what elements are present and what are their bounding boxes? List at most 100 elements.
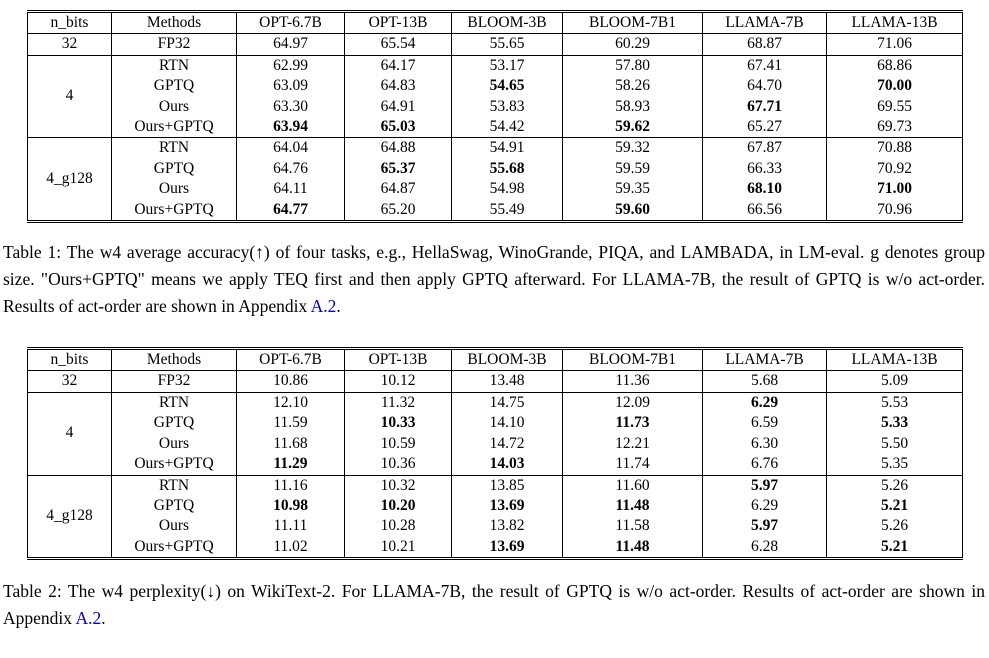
nbits-cell: 32: [27, 370, 112, 393]
column-header: BLOOM-3B: [451, 348, 563, 371]
value-cell: 10.21: [344, 536, 452, 559]
value-cell: 58.93: [562, 96, 703, 118]
table-row: Ours 11.11 10.28 13.82 11.58 5.97 5.26: [28, 516, 963, 537]
value-cell: 11.11: [236, 516, 345, 537]
value-cell: 64.88: [344, 137, 452, 159]
method-cell: Ours: [111, 516, 237, 537]
value-cell: 5.97: [702, 475, 827, 496]
table2-wrap: n_bits Methods OPT-6.7B OPT-13B BLOOM-3B BLOO…: [0, 347, 989, 561]
value-cell: 68.86: [826, 55, 963, 77]
column-header: LLAMA-7B: [702, 348, 827, 371]
value-cell: 54.42: [451, 117, 563, 138]
column-header: BLOOM-7B1: [562, 348, 703, 371]
value-cell: 63.94: [236, 117, 345, 138]
value-cell: 11.48: [562, 536, 703, 559]
value-cell: 10.32: [344, 475, 452, 496]
value-cell: 5.97: [702, 516, 827, 537]
value-cell: 64.77: [236, 199, 345, 222]
value-cell: 14.75: [451, 392, 563, 414]
value-cell: 13.48: [451, 370, 563, 393]
appendix-link[interactable]: A.2: [75, 608, 102, 629]
value-cell: 12.09: [562, 392, 703, 414]
table-row: 4_g128 RTN 64.04 64.88 54.91 59.32 67.87 70.88: [27, 137, 963, 222]
value-cell: 6.76: [702, 454, 827, 475]
method-cell: Ours+GPTQ: [111, 536, 237, 559]
value-cell: 64.11: [236, 179, 345, 200]
table-row: GPTQ 11.59 10.33 14.10 11.73 6.59 5.33: [28, 413, 963, 434]
value-cell: 65.20: [344, 199, 452, 222]
value-cell: 11.74: [562, 454, 703, 475]
table2-caption: Table 2: The w4 perplexity(↓) on WikiTex…: [3, 578, 985, 632]
value-cell: 11.60: [562, 475, 703, 496]
method-cell: GPTQ: [111, 495, 237, 517]
value-cell: 54.98: [451, 179, 563, 200]
value-cell: 6.30: [702, 433, 827, 455]
value-cell: 6.28: [702, 536, 827, 559]
value-cell: 13.82: [451, 516, 563, 537]
column-header: Methods: [111, 348, 237, 371]
column-header: n_bits: [27, 11, 112, 34]
table-row: Ours+GPTQ 64.77 65.20 55.49 59.60 66.56 70.96: [28, 199, 963, 222]
table-row: Ours+GPTQ 11.29 10.36 14.03 11.74 6.76 5.35: [27, 454, 963, 475]
method-cell: Ours+GPTQ: [111, 454, 237, 475]
value-cell: 12.21: [562, 433, 703, 455]
value-cell: 71.00: [826, 179, 963, 200]
value-cell: 5.53: [826, 392, 963, 414]
method-cell: Ours+GPTQ: [111, 117, 237, 138]
value-cell: 5.21: [826, 536, 963, 559]
table-row: GPTQ 10.98 10.20 13.69 11.48 6.29 5.21: [28, 495, 963, 517]
value-cell: 64.70: [702, 76, 827, 97]
value-cell: 55.65: [451, 33, 563, 56]
value-cell: 5.09: [826, 370, 963, 393]
table1-caption-text: Table 1: The w4 average accuracy(↑) of f…: [3, 242, 985, 317]
table-row: Ours+GPTQ 63.94 65.03 54.42 59.62 65.27 69.73: [27, 117, 963, 138]
value-cell: 11.68: [236, 433, 345, 455]
value-cell: 65.37: [344, 158, 452, 180]
value-cell: 11.48: [562, 495, 703, 517]
value-cell: 60.29: [562, 33, 703, 56]
value-cell: 71.06: [826, 33, 963, 56]
value-cell: 57.80: [562, 55, 703, 77]
column-header: Methods: [111, 11, 237, 34]
column-header: OPT-6.7B: [236, 11, 345, 34]
table-row: 4 RTN 62.99 64.17 53.17 57.80 67.41 68.86: [27, 55, 963, 138]
value-cell: 14.10: [451, 413, 563, 434]
table1-caption-suffix: .: [336, 296, 341, 317]
table-row: Ours 63.30 64.91 53.83 58.93 67.71 69.55: [28, 96, 963, 118]
column-header: LLAMA-13B: [826, 348, 963, 371]
value-cell: 69.73: [826, 117, 963, 138]
value-cell: 10.20: [344, 495, 452, 517]
value-cell: 5.21: [826, 495, 963, 517]
value-cell: 11.02: [236, 536, 345, 559]
method-cell: RTN: [111, 55, 237, 77]
value-cell: 68.87: [702, 33, 827, 56]
table2-caption-suffix: .: [101, 608, 106, 629]
value-cell: 67.41: [702, 55, 827, 77]
table1-results: n_bits Methods OPT-6.7B OPT-13B BLOOM-3B BLOO…: [27, 10, 963, 224]
appendix-link[interactable]: A.2: [310, 296, 337, 317]
method-cell: RTN: [111, 475, 237, 496]
value-cell: 10.36: [344, 454, 452, 475]
value-cell: 64.91: [344, 96, 452, 118]
value-cell: 14.72: [451, 433, 563, 455]
value-cell: 59.59: [562, 158, 703, 180]
value-cell: 67.71: [702, 96, 827, 118]
method-cell: Ours: [111, 96, 237, 118]
value-cell: 63.30: [236, 96, 345, 118]
method-cell: FP32: [111, 33, 237, 56]
value-cell: 11.59: [236, 413, 345, 434]
value-cell: 13.85: [451, 475, 563, 496]
value-cell: 64.97: [236, 33, 345, 56]
value-cell: 70.96: [826, 199, 963, 222]
value-cell: 11.16: [236, 475, 345, 496]
value-cell: 10.33: [344, 413, 452, 434]
value-cell: 64.83: [344, 76, 452, 97]
value-cell: 5.26: [826, 475, 963, 496]
method-cell: Ours: [111, 433, 237, 455]
value-cell: 6.59: [702, 413, 827, 434]
value-cell: 59.62: [562, 117, 703, 138]
value-cell: 53.17: [451, 55, 563, 77]
value-cell: 62.99: [236, 55, 345, 77]
value-cell: 65.27: [702, 117, 827, 138]
table-row: 32 FP32 10.86 10.12 13.48 11.36 5.68 5.09: [27, 370, 963, 393]
